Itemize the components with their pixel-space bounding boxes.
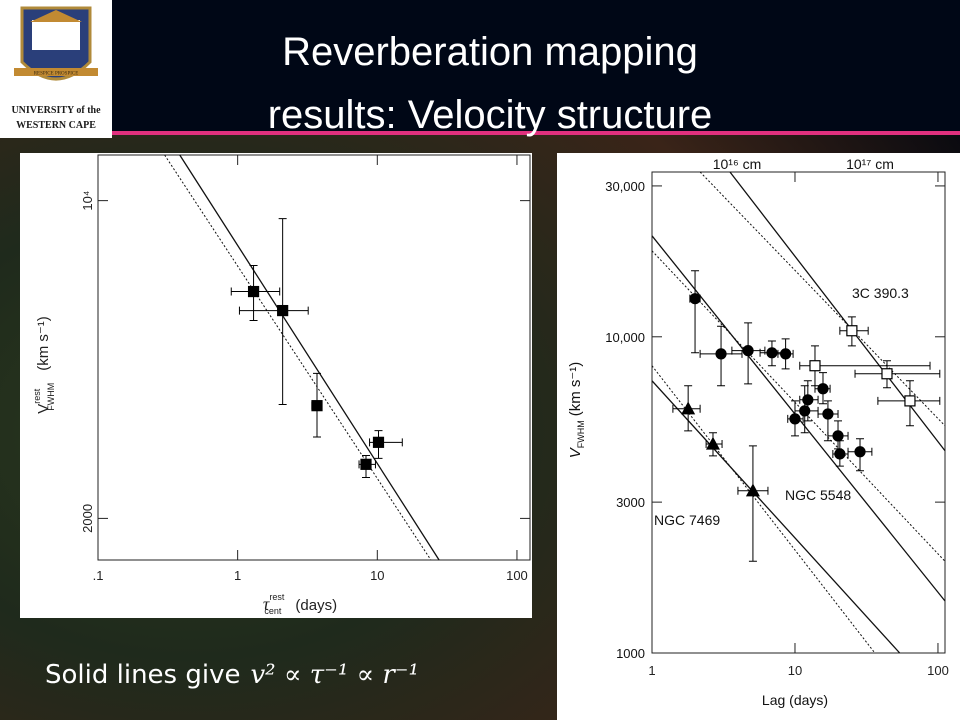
y-error-bar <box>748 445 757 562</box>
label-unit: (km s⁻¹) <box>35 316 52 371</box>
fit-line <box>699 171 946 427</box>
title: results: Velocity structure <box>268 93 713 137</box>
point <box>360 458 372 470</box>
y-tick-label: 1000 <box>616 646 645 661</box>
y-error-bar <box>691 270 700 354</box>
caption-text: Solid lines give <box>45 660 240 690</box>
y-tick-label: 10⁴ <box>80 191 95 211</box>
annotation: 3C 390.3 <box>852 285 909 301</box>
label-main: V <box>567 446 584 458</box>
point <box>705 436 720 450</box>
point <box>799 405 811 417</box>
caption-math: v² ∝ τ⁻¹ ∝ r⁻¹ <box>250 660 418 690</box>
plot: .1 1 10 100 2000 10⁴ <box>80 154 531 583</box>
x-tick-label: 10 <box>788 663 802 678</box>
x-error-bar <box>238 306 309 315</box>
point <box>689 293 701 305</box>
label-sub: FWHM <box>576 420 586 448</box>
fit-line <box>164 154 432 561</box>
logo-motto: RESPICE PROSPICE <box>34 72 79 77</box>
point <box>277 304 289 317</box>
point <box>311 400 323 412</box>
right-panel <box>557 153 960 720</box>
title: Reverberation mapping <box>282 30 698 74</box>
label-sub: FWHM <box>46 383 56 411</box>
point <box>834 448 846 460</box>
fit-line <box>651 250 946 562</box>
point <box>789 413 801 425</box>
point <box>832 430 844 442</box>
fit-line <box>179 154 440 561</box>
x-tick-label: .1 <box>93 568 104 583</box>
point <box>372 436 385 448</box>
logo-building <box>32 20 80 50</box>
x-tick-label: 10 <box>370 568 384 583</box>
plot-frame <box>651 171 946 654</box>
top-axis-label: 10¹⁶ cm <box>713 156 762 172</box>
logo-ribbon <box>14 68 98 76</box>
logo-text: WESTERN CAPE <box>16 120 96 131</box>
label-main: τ <box>263 594 270 614</box>
point <box>822 408 834 420</box>
point <box>780 348 792 360</box>
point <box>247 285 260 298</box>
top-axis-label: 10¹⁷ cm <box>846 156 894 172</box>
label-unit: (km s⁻¹) <box>567 362 584 417</box>
x-error-bar <box>799 361 931 370</box>
logo-text: UNIVERSITY of the <box>11 105 101 116</box>
point <box>881 368 893 380</box>
x-tick-label: 100 <box>927 663 949 678</box>
y-tick-label: 10,000 <box>605 330 645 345</box>
point <box>715 348 727 360</box>
x-axis-label: τrest cent (days) <box>263 592 337 616</box>
y-axis-label: VFWHM (km s⁻¹) <box>567 362 586 459</box>
point <box>809 360 821 372</box>
y-axis-label: Vrest FWHM (km s⁻¹) <box>32 316 56 414</box>
label-unit: (days) <box>295 597 337 614</box>
point <box>745 483 760 497</box>
point <box>802 394 814 406</box>
point <box>766 347 778 359</box>
annotation: NGC 7469 <box>654 512 720 528</box>
point <box>817 383 829 395</box>
label-main: V <box>35 404 52 414</box>
label-sup: rest <box>32 388 42 404</box>
x-axis-label: Lag (days) <box>762 692 828 708</box>
label-sub: cent <box>264 606 282 616</box>
y-tick-label: 2000 <box>80 504 95 533</box>
logo: RESPICE PROSPICE UNIVERSITY of the WESTE… <box>0 0 112 138</box>
x-tick-label: 100 <box>506 568 528 583</box>
header-rule <box>110 131 960 135</box>
x-error-bar <box>854 369 941 378</box>
x-tick-label: 1 <box>234 568 241 583</box>
point <box>681 401 696 415</box>
point <box>854 446 866 458</box>
label-sup: rest <box>269 592 285 602</box>
fit-line <box>651 380 901 654</box>
plot: 1 10 100 1000 3000 10,000 30,000 3C 390.3 NGC 55… <box>605 156 949 678</box>
y-tick-label: 30,000 <box>605 179 645 194</box>
caption: Solid lines give v² ∝ τ⁻¹ ∝ r⁻¹ <box>45 660 419 690</box>
point <box>742 345 754 357</box>
header-bar <box>0 0 960 133</box>
point <box>904 395 916 407</box>
y-tick-label: 3000 <box>616 495 645 510</box>
logo-roof <box>30 10 82 22</box>
plot-frame <box>97 154 531 561</box>
x-tick-label: 1 <box>648 663 655 678</box>
left-panel <box>20 153 532 618</box>
point <box>846 325 858 337</box>
annotation: NGC 5548 <box>785 487 851 503</box>
